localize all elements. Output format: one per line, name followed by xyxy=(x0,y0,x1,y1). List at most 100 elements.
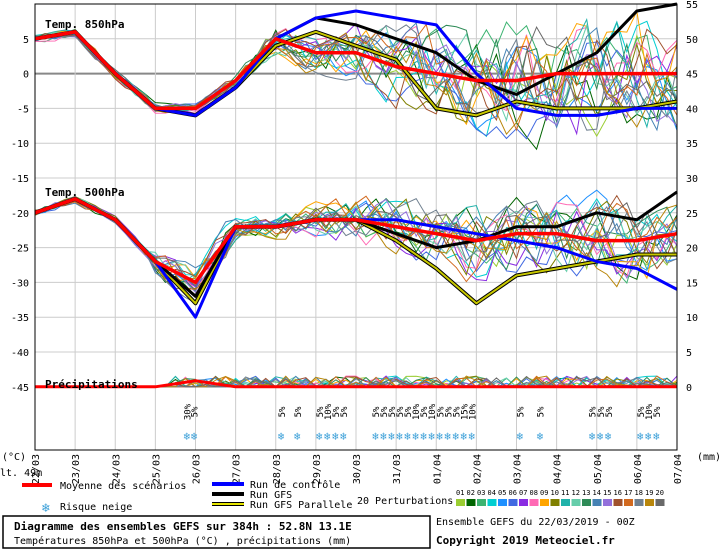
snow-risk-pct: 5% xyxy=(396,406,406,417)
snowflake-icon: ❄ xyxy=(316,430,323,443)
snow-risk-pct: 5% xyxy=(452,406,462,417)
perturbation-legend-num: 18 xyxy=(635,489,643,497)
left-tick-label: -15 xyxy=(11,174,29,185)
perturbation-legend-num: 06 xyxy=(509,489,517,497)
right-tick-label: 25 xyxy=(686,209,698,220)
snowflake-icon: ❄ xyxy=(517,430,524,443)
perturbation-legend-num: 07 xyxy=(519,489,527,497)
snow-risk-pct: 30% xyxy=(183,403,193,420)
perturbation-legend-num: 01 xyxy=(456,489,464,497)
snow-risk-pct: 5% xyxy=(278,406,288,417)
snowflake-icon: ❄ xyxy=(404,430,411,443)
copyright: Copyright 2019 Meteociel.fr xyxy=(436,534,615,547)
altitude-label: Alt. 49m xyxy=(0,468,42,479)
x-tick-label: 03/04 xyxy=(513,454,524,484)
perturbation-legend-num: 13 xyxy=(582,489,590,497)
perturbation-legend-swatch xyxy=(508,499,518,506)
mean-line xyxy=(34,30,677,111)
snowflake-icon: ❄ xyxy=(428,430,435,443)
snowflake-icon: ❄ xyxy=(388,430,395,443)
left-tick-label: -40 xyxy=(11,348,29,359)
snowflake-icon: ❄ xyxy=(278,430,285,443)
perturbation-legend-num: 14 xyxy=(593,489,601,497)
snow-risk-pct: 10% xyxy=(645,403,655,420)
legend-snow-label: Risque neige xyxy=(60,502,132,513)
snowflake-icon: ❄ xyxy=(637,430,644,443)
left-tick-label: 0 xyxy=(23,70,29,81)
snow-risk-pct: 10% xyxy=(324,403,334,420)
perturbation-legend-num: 15 xyxy=(603,489,611,497)
left-tick-label: -25 xyxy=(11,244,29,255)
right-tick-label: 20 xyxy=(686,244,698,255)
x-tick-label: 23/03 xyxy=(71,454,82,484)
precip-mean-line xyxy=(35,379,677,389)
snowflake-icon: ❄ xyxy=(589,430,596,443)
snow-risk-pct: 10% xyxy=(468,403,478,420)
snowflake-icon: ❄ xyxy=(537,430,544,443)
snow-risk-pct: 5% xyxy=(191,406,201,417)
title-box xyxy=(2,515,431,549)
left-tick-label: -5 xyxy=(17,104,29,115)
perturbation-legend-num: 20 xyxy=(656,489,664,497)
precip-label: Précipitations xyxy=(45,378,138,391)
perturbation-legend-swatch xyxy=(498,499,507,506)
perturbation-legend-swatch xyxy=(487,499,497,506)
perturbation-legend-num: 02 xyxy=(467,489,475,497)
x-tick-label: 26/03 xyxy=(192,454,203,484)
perturbation-legend-swatch xyxy=(529,499,539,506)
legend-mean-label: Moyenne des scénarios xyxy=(60,480,186,492)
snowflake-icon: ❄ xyxy=(372,430,379,443)
x-tick-label: 04/04 xyxy=(553,454,564,484)
snow-risk-pct: 5% xyxy=(316,406,326,417)
snowflake-icon: ❄ xyxy=(396,430,403,443)
panel-850-label: Temp. 850hPa xyxy=(45,18,124,31)
x-tick-label: 06/04 xyxy=(633,454,644,484)
right-axis-unit: (mm) xyxy=(697,452,721,463)
right-tick-label: 15 xyxy=(686,278,698,289)
legend-gfs-parallel-label: Run GFS Parallele xyxy=(250,500,352,511)
right-tick-label: 5 xyxy=(686,348,692,359)
perturbation-legend-num: 09 xyxy=(540,489,548,497)
snow-risk-pct: 5% xyxy=(388,406,398,417)
left-tick-label: -10 xyxy=(11,139,29,150)
right-tick-label: 55 xyxy=(686,0,698,11)
perturbation-legend-swatch xyxy=(561,499,570,506)
snow-risk-pct: 5% xyxy=(372,406,382,417)
perturbation-legend-num: 11 xyxy=(561,489,569,497)
right-tick-label: 0 xyxy=(686,383,692,394)
snow-risk-pct: 5% xyxy=(637,406,647,417)
perturbation-legend-swatch xyxy=(456,499,465,506)
perturbation-legend-swatch xyxy=(550,499,560,506)
plot-frame xyxy=(34,3,678,451)
snowflake-icon: ❄ xyxy=(605,430,612,443)
x-tick-label: 28/03 xyxy=(272,454,283,484)
snow-risk-pct: 5% xyxy=(517,406,527,417)
left-tick-label: -20 xyxy=(11,209,29,220)
snow-risk-layer: 30%❄5%❄5%❄5%❄5%❄10%❄5%❄5%❄5%❄5%❄5%❄5%❄5%… xyxy=(183,403,662,443)
snow-risk-pct: 5% xyxy=(537,406,547,417)
x-tick-label: 07/04 xyxy=(673,454,684,484)
snowflake-icon: ❄ xyxy=(645,430,652,443)
perturbation-legend-num: 12 xyxy=(572,489,580,497)
snowflake-icon: ❄ xyxy=(191,430,198,443)
snowflake-icon: ❄ xyxy=(340,430,347,443)
series-layer xyxy=(34,2,678,389)
x-tick-label: 30/03 xyxy=(352,454,363,484)
right-tick-label: 30 xyxy=(686,174,698,185)
perturbation-legend-num: 04 xyxy=(488,489,496,497)
snow-risk-pct: 5% xyxy=(332,406,342,417)
axes-layer: 50-5-10-15-20-25-30-35-40-45555045403530… xyxy=(11,0,698,484)
right-tick-label: 50 xyxy=(686,35,698,46)
x-tick-label: 22/03 xyxy=(31,454,42,484)
snow-risk-pct: 5% xyxy=(340,406,350,417)
perturbation-legend: 01 02 03 04 05 06 07 08 09 10 11 12 13 14 15 16 17 18 19 20 xyxy=(456,489,665,506)
mean-line xyxy=(34,197,678,285)
snow-risk-pct: 5% xyxy=(597,406,607,417)
left-axis-unit: (°C) xyxy=(2,452,26,463)
perturbation-legend-swatch xyxy=(645,499,654,506)
perturbation-line-18 xyxy=(34,24,678,131)
chart-title: Diagramme des ensembles GEFS sur 384h : … xyxy=(14,520,352,533)
snowflake-icon: ❄ xyxy=(460,430,467,443)
snow-risk-pct: 5% xyxy=(436,406,446,417)
